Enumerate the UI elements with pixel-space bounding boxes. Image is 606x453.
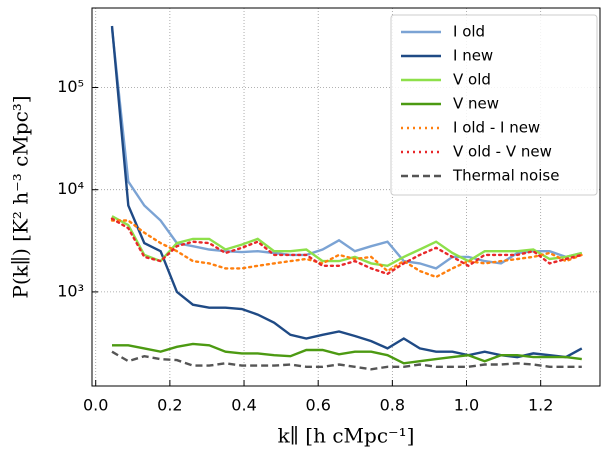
series-line: [110, 28, 583, 270]
series-line: [110, 219, 583, 279]
x-tick-label: 0.6: [305, 396, 330, 415]
series-line: [111, 350, 582, 371]
series-line: [110, 217, 583, 276]
x-tick-label: 0.4: [231, 396, 256, 415]
x-tick-label: 1.0: [454, 396, 479, 415]
legend-label: V new: [453, 95, 499, 113]
series-line: [111, 215, 583, 268]
plot-frame: [91, 7, 601, 387]
x-axis-label: k∥ [h cMpc⁻¹]: [278, 424, 415, 448]
legend-box: [390, 14, 598, 196]
legend-label: I old - I new: [453, 119, 540, 137]
legend-label: I old: [453, 23, 485, 41]
legend-label: Thermal noise: [452, 167, 559, 185]
x-tick-label: 1.2: [528, 396, 553, 415]
legend-label: V old - V new: [453, 143, 552, 161]
legend-label: V old: [453, 71, 491, 89]
series-line: [112, 342, 582, 365]
x-tick-label: 0.0: [83, 396, 108, 415]
y-tick-label: 10³: [57, 281, 84, 300]
y-tick-label: 10⁵: [57, 77, 84, 96]
legend-label: I new: [453, 47, 493, 65]
y-axis-label: P(k∥) [K² h⁻³ cMpc³]: [9, 95, 33, 298]
x-tick-label: 0.2: [157, 396, 182, 415]
y-tick-label: 10⁴: [57, 179, 84, 198]
x-tick-label: 0.8: [380, 396, 405, 415]
